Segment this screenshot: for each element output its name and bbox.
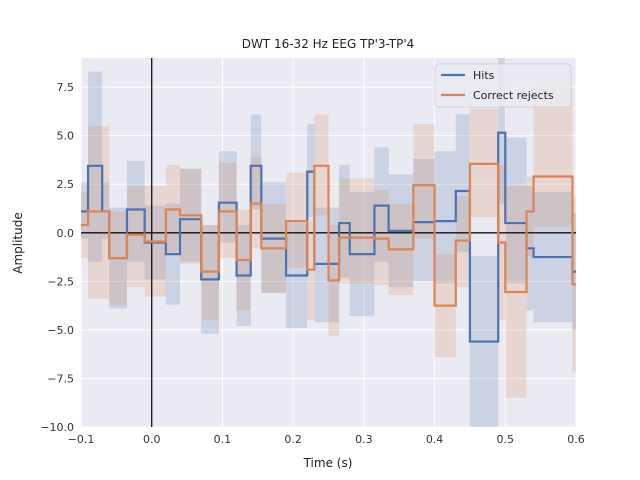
series-lines: [81, 131, 576, 343]
x-axis-label: Time (s): [303, 456, 353, 470]
y-tick-label: −5.0: [47, 324, 74, 337]
x-tick-label: 0.1: [214, 433, 232, 446]
legend-label-hits: Hits: [473, 69, 495, 82]
x-tick-label: 0.4: [426, 433, 444, 446]
y-axis-label: Amplitude: [11, 212, 25, 274]
y-tick-label: 2.5: [57, 178, 75, 191]
x-tick-label: −0.1: [68, 433, 95, 446]
x-tick-labels: −0.1 0.0 0.1 0.2 0.3 0.4 0.5 0.6: [68, 433, 585, 446]
y-tick-labels: −10.0 −7.5 −5.0 −2.5 0.0 2.5 5.0 7.5: [40, 81, 74, 434]
x-tick-label: 0.2: [284, 433, 302, 446]
y-tick-label: −7.5: [47, 372, 74, 385]
chart-title: DWT 16-32 Hz EEG TP'3-TP'4: [242, 37, 415, 51]
y-tick-label: 7.5: [57, 81, 75, 94]
x-tick-label: 0.3: [355, 433, 373, 446]
x-tick-label: 0.6: [567, 433, 585, 446]
y-tick-label: 0.0: [57, 227, 75, 240]
series-line-correct-rejects: [81, 162, 576, 307]
y-tick-label: 5.0: [57, 130, 75, 143]
y-tick-label: −2.5: [47, 275, 74, 288]
x-tick-label: 0.5: [497, 433, 515, 446]
y-tick-label: −10.0: [40, 421, 74, 434]
x-tick-label: 0.0: [143, 433, 161, 446]
legend-box: [434, 63, 572, 108]
legend-label-correct-rejects: Correct rejects: [473, 89, 554, 102]
legend: Hits Correct rejects: [434, 63, 572, 108]
